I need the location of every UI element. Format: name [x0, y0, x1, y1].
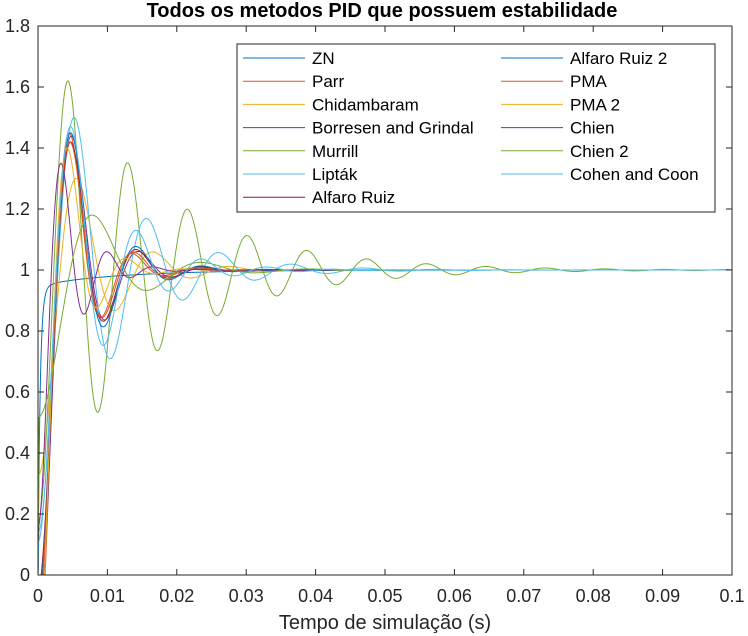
x-axis-label: Tempo de simulação (s): [279, 612, 491, 634]
y-tick-label: 0.6: [5, 382, 30, 402]
y-tick-label: 1.6: [5, 77, 30, 97]
legend-label-12: Cohen and Coon: [570, 165, 699, 184]
legend-label-5: Lipták: [312, 165, 358, 184]
x-tick-label: 0.08: [576, 586, 611, 606]
x-tick-label: 0: [33, 586, 43, 606]
chart-title: Todos os metodos PID que possuem estabil…: [147, 0, 618, 22]
series-line-12: [38, 126, 732, 575]
legend-label-9: PMA 2: [570, 95, 620, 114]
legend-label-2: Chidambaram: [312, 95, 419, 114]
x-tick-label: 0.09: [645, 586, 680, 606]
legend-label-11: Chien 2: [570, 142, 629, 161]
x-tick-label: 0.1: [719, 586, 744, 606]
legend-label-8: PMA: [570, 72, 608, 91]
legend-label-6: Alfaro Ruiz: [312, 188, 395, 207]
x-tick-label: 0.05: [367, 586, 402, 606]
legend-box: [236, 43, 716, 213]
legend-label-0: ZN: [312, 49, 335, 68]
series-layer: [38, 80, 732, 575]
y-tick-label: 1: [20, 260, 30, 280]
x-tick-label: 0.06: [437, 586, 472, 606]
x-tick-label: 0.04: [298, 586, 333, 606]
legend: ZN Parr Chidambaram Borresen and Grindal Mur…: [236, 43, 716, 213]
y-tick-label: 1.2: [5, 199, 30, 219]
y-tick-label: 0.2: [5, 504, 30, 524]
y-tick-label: 1.4: [5, 138, 30, 158]
x-tick-label: 0.03: [229, 586, 264, 606]
y-tick-label: 1.8: [5, 16, 30, 36]
tick-labels: 0 0.01 0.02 0.03 0.04 0.05 0.06 0.07 0.08 0.09 0.1…: [5, 16, 745, 606]
legend-label-7: Alfaro Ruiz 2: [570, 49, 667, 68]
legend-label-10: Chien: [570, 119, 614, 138]
y-tick-label: 0: [20, 565, 30, 585]
y-tick-label: 0.8: [5, 321, 30, 341]
x-tick-label: 0.01: [90, 586, 125, 606]
legend-label-3: Borresen and Grindal: [312, 119, 474, 138]
x-tick-label: 0.07: [506, 586, 541, 606]
legend-label-4: Murrill: [312, 142, 358, 161]
y-tick-label: 0.4: [5, 443, 30, 463]
legend-label-1: Parr: [312, 72, 344, 91]
x-tick-label: 0.02: [159, 586, 194, 606]
